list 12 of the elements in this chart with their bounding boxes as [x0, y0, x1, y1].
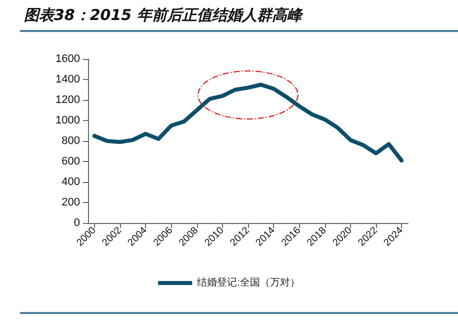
y-tick-label: 0: [74, 217, 80, 229]
y-tick-label: 1600: [56, 53, 80, 65]
chart-title: 图表38：2015 年前后正值结婚人群高峰: [24, 6, 302, 25]
y-tick-label: 1000: [56, 114, 80, 126]
y-tick-label: 400: [62, 176, 80, 188]
y-tick-label: 600: [62, 156, 80, 168]
line-series: [92, 82, 404, 162]
y-tick-label: 800: [62, 135, 80, 147]
legend-label: 结婚登记:全国（万对）: [197, 276, 300, 288]
y-tick-label: 1200: [56, 94, 80, 106]
y-tick-label: 200: [62, 196, 80, 208]
y-tick-label: 1400: [56, 74, 80, 86]
